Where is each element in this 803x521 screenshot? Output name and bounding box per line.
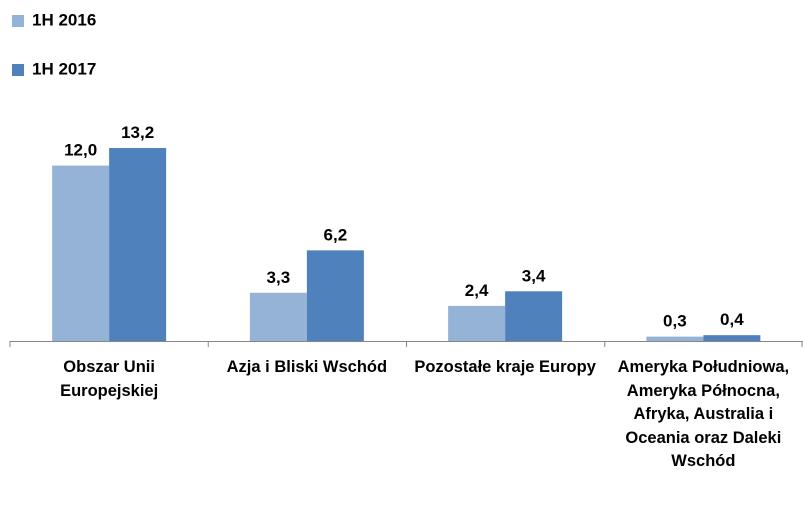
- bar: [109, 148, 167, 341]
- value-label: 6,2: [324, 225, 348, 244]
- bar: [249, 292, 307, 341]
- bar: [52, 165, 110, 341]
- bar: [703, 335, 761, 341]
- legend-swatch: [12, 15, 24, 27]
- value-label: 0,4: [720, 310, 744, 329]
- value-label: 2,4: [465, 281, 489, 300]
- bar: [448, 305, 506, 341]
- category-label: Obszar Unii Europejskiej: [60, 358, 159, 400]
- value-label: 0,3: [663, 312, 687, 331]
- category-label: Ameryka Południowa, Ameryka Północna, Af…: [617, 358, 790, 470]
- value-label: 3,4: [522, 266, 546, 285]
- legend-label: 1H 2017: [32, 59, 96, 78]
- value-label: 3,3: [267, 268, 291, 287]
- legend-label: 1H 2016: [32, 10, 96, 29]
- value-label: 13,2: [121, 123, 154, 142]
- legend-swatch: [12, 64, 24, 76]
- category-label: Pozostałe kraje Europy: [414, 358, 596, 376]
- bar: [505, 291, 563, 341]
- category-label: Azja i Bliski Wschód: [226, 358, 388, 376]
- bar: [306, 250, 364, 341]
- value-label: 12,0: [64, 141, 97, 160]
- bar: [646, 336, 704, 341]
